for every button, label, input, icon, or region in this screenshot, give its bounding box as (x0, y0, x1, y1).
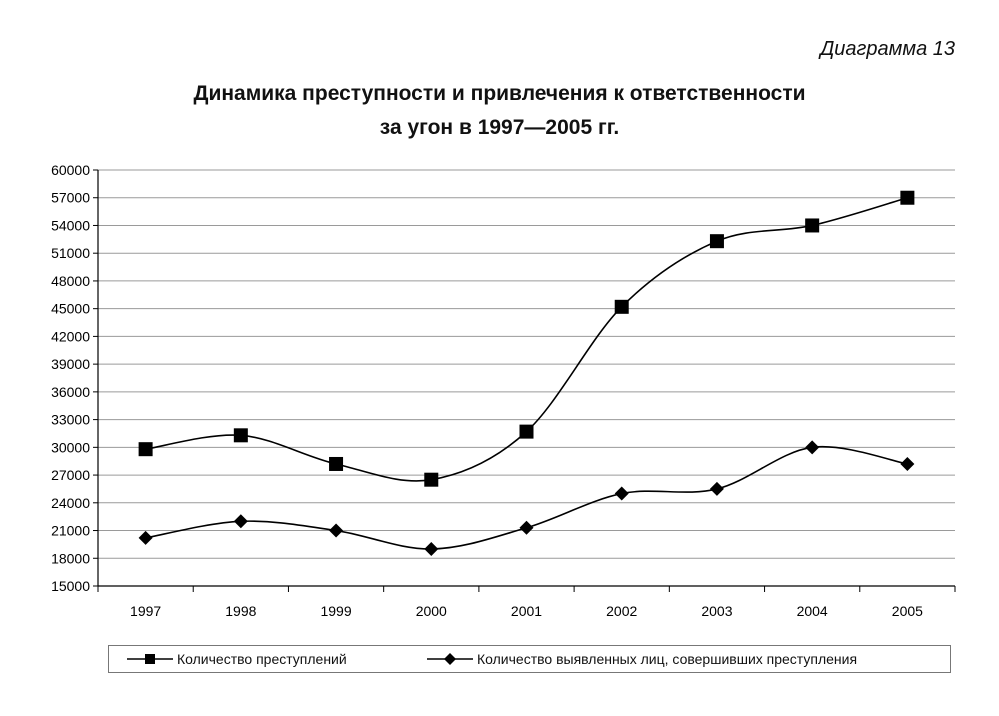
data-point-square (329, 456, 344, 471)
y-tick-label: 60000 (51, 162, 90, 178)
data-point-diamond (614, 486, 629, 501)
chart-legend: Количество преступлений Количество выявл… (108, 645, 951, 673)
data-point-diamond (900, 456, 915, 471)
data-point-square (424, 472, 439, 487)
x-tick-label: 2002 (606, 603, 637, 619)
y-tick-label: 24000 (51, 495, 90, 511)
y-tick-label: 30000 (51, 439, 90, 455)
data-point-diamond (424, 542, 439, 557)
x-tick-label: 2004 (797, 603, 828, 619)
data-point-square (709, 234, 724, 249)
data-point-diamond (519, 520, 534, 535)
diamond-marker-icon (427, 653, 473, 665)
legend-label-offenders: Количество выявленных лиц, совершивших п… (477, 651, 858, 667)
square-marker-icon (127, 654, 173, 664)
y-tick-label: 48000 (51, 273, 90, 289)
x-tick-label: 2000 (416, 603, 447, 619)
chart-title-line2: за угон в 1997—2005 гг. (379, 116, 620, 139)
y-tick-label: 42000 (51, 328, 90, 344)
y-tick-label: 45000 (51, 301, 90, 317)
data-point-diamond (329, 523, 344, 538)
legend-item-crimes: Количество преступлений (127, 651, 347, 667)
data-point-diamond (138, 530, 153, 545)
data-point-diamond (709, 481, 724, 496)
data-point-square (519, 424, 534, 439)
y-tick-label: 39000 (51, 356, 90, 372)
x-tick-label: 1999 (320, 603, 351, 619)
y-tick-label: 27000 (51, 467, 90, 483)
x-tick-label: 1997 (130, 603, 161, 619)
y-tick-label: 18000 (51, 550, 90, 566)
data-point-square (805, 218, 820, 233)
x-tick-label: 2005 (892, 603, 923, 619)
y-tick-label: 36000 (51, 384, 90, 400)
data-point-diamond (233, 514, 248, 529)
data-point-square (614, 299, 629, 314)
y-tick-label: 57000 (51, 190, 90, 206)
y-tick-label: 33000 (51, 412, 90, 428)
legend-item-offenders: Количество выявленных лиц, совершивших п… (427, 651, 857, 667)
y-tick-label: 51000 (51, 245, 90, 261)
y-tick-label: 21000 (51, 523, 90, 539)
chart-title-line1: Динамика преступности и привлечения к от… (193, 82, 806, 105)
x-tick-label: 1998 (225, 603, 256, 619)
y-tick-label: 54000 (51, 217, 90, 233)
data-point-square (138, 442, 153, 457)
data-point-square (900, 190, 915, 205)
data-point-diamond (805, 440, 820, 455)
data-point-square (233, 428, 248, 443)
x-tick-label: 2003 (701, 603, 732, 619)
y-tick-label: 15000 (51, 578, 90, 594)
diagram-number: Диаграмма 13 (820, 38, 955, 60)
legend-label-crimes: Количество преступлений (177, 651, 347, 667)
x-tick-label: 2001 (511, 603, 542, 619)
